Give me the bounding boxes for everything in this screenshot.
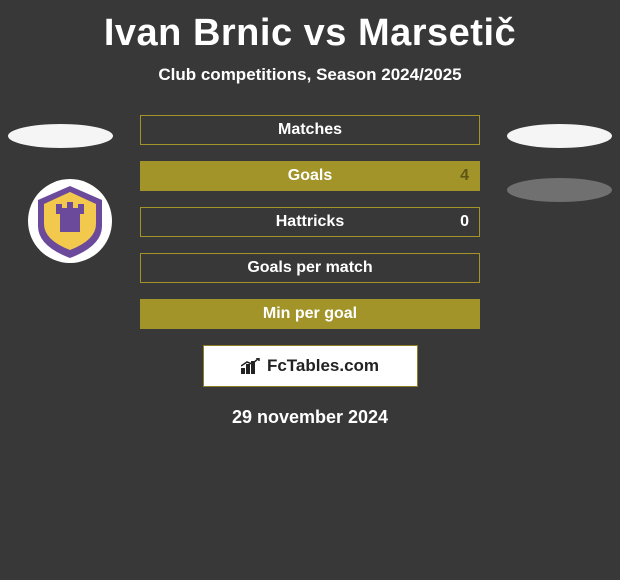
stat-label: Matches xyxy=(278,121,342,139)
player-right-ellipse-2 xyxy=(507,178,612,202)
stat-label: Min per goal xyxy=(263,305,357,323)
stat-row: Matches xyxy=(140,115,480,145)
page-subtitle: Club competitions, Season 2024/2025 xyxy=(0,65,620,85)
date-text: 29 november 2024 xyxy=(0,407,620,428)
stat-row: Min per goal xyxy=(140,299,480,329)
stat-row: Goals 4 xyxy=(140,161,480,191)
stat-label: Hattricks xyxy=(276,213,344,231)
team-crest-icon xyxy=(20,178,120,264)
team-badge-left xyxy=(20,178,120,264)
comparison-container: Ivan Brnic vs Marsetič Club competitions… xyxy=(0,0,620,580)
chart-icon xyxy=(241,358,263,374)
stat-row: Goals per match xyxy=(140,253,480,283)
stat-label: Goals per match xyxy=(247,259,372,277)
stat-value-right: 0 xyxy=(460,213,469,231)
player-right-ellipse xyxy=(507,124,612,148)
stat-value-right: 4 xyxy=(460,167,469,185)
branding-label: FcTables.com xyxy=(267,356,379,376)
player-left-ellipse xyxy=(8,124,113,148)
page-title: Ivan Brnic vs Marsetič xyxy=(0,12,620,55)
branding-text: FcTables.com xyxy=(241,356,379,376)
branding-box[interactable]: FcTables.com xyxy=(203,345,418,387)
stat-label: Goals xyxy=(288,167,332,185)
stat-row: Hattricks 0 xyxy=(140,207,480,237)
